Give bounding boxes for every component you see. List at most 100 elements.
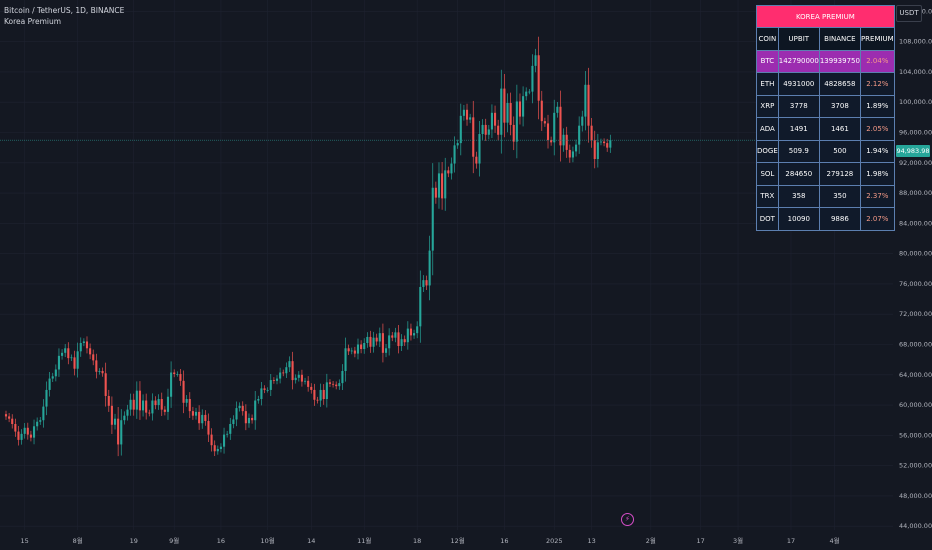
price-tick-label: 76,000.00 bbox=[899, 280, 932, 288]
candle-body bbox=[453, 145, 456, 164]
candle-body bbox=[229, 424, 232, 434]
cell-upbit: 4931000 bbox=[777, 72, 820, 96]
cell-premium: 1.89% bbox=[859, 94, 895, 118]
candle-body bbox=[353, 350, 356, 354]
candle-body bbox=[266, 389, 269, 391]
candle-body bbox=[319, 389, 322, 401]
candle-body bbox=[154, 400, 157, 406]
candle-body bbox=[518, 101, 522, 117]
candle-body bbox=[142, 400, 145, 411]
candle-body bbox=[191, 411, 194, 416]
candle-body bbox=[531, 65, 534, 92]
candle-body bbox=[310, 386, 313, 390]
cell-coin: TRX bbox=[756, 184, 779, 208]
candle-body bbox=[57, 355, 61, 370]
candle-body bbox=[369, 336, 372, 347]
price-axis[interactable]: 44,000.00 48,000.00 52,000.00 56,000.00 60,0… bbox=[893, 0, 932, 550]
indicator-title[interactable]: Korea Premium bbox=[4, 17, 62, 26]
cell-binance: 350 bbox=[818, 184, 861, 208]
currency-selector[interactable]: USDT bbox=[896, 5, 922, 22]
candle-body bbox=[226, 433, 229, 435]
price-tick-label: 100,000.00 bbox=[899, 98, 932, 106]
time-tick-label: 15 bbox=[21, 537, 29, 545]
candle-body bbox=[465, 109, 469, 120]
candle-body bbox=[70, 357, 73, 359]
candle-body bbox=[26, 427, 29, 435]
time-tick-label: 16 bbox=[500, 537, 508, 545]
price-tick-label: 64,000.00 bbox=[899, 371, 932, 379]
candle-body bbox=[462, 109, 465, 116]
candle-body bbox=[581, 116, 584, 126]
candle-body bbox=[325, 382, 328, 400]
candle-body bbox=[297, 374, 300, 378]
candle-body bbox=[409, 328, 412, 336]
candle-body bbox=[64, 348, 67, 353]
time-tick-label: 4월 bbox=[830, 536, 840, 545]
price-tick-label: 56,000.00 bbox=[899, 431, 932, 439]
candle-body bbox=[98, 371, 101, 372]
candle-body bbox=[104, 373, 107, 396]
candle-body bbox=[294, 377, 297, 381]
candle-body bbox=[179, 374, 182, 381]
candle-body bbox=[490, 112, 493, 130]
candle-body bbox=[413, 333, 416, 336]
candle-body bbox=[419, 286, 422, 327]
premium-table-title: KOREA PREMIUM bbox=[756, 5, 895, 28]
price-tick-label: 52,000.00 bbox=[899, 462, 932, 470]
candle-body bbox=[360, 344, 363, 350]
cell-binance: 4828658 bbox=[818, 72, 861, 96]
candle-body bbox=[313, 389, 316, 400]
premium-row: TRX 358 350 2.37% bbox=[756, 184, 895, 208]
candle-body bbox=[173, 372, 176, 375]
candle-body bbox=[257, 399, 260, 401]
candle-body bbox=[587, 84, 590, 126]
candle-body bbox=[135, 390, 138, 410]
symbol-title[interactable]: Bitcoin / TetherUS, 1D, BINANCE bbox=[4, 6, 125, 15]
candle-body bbox=[571, 151, 574, 158]
candle-body bbox=[79, 342, 82, 352]
cell-coin: XRP bbox=[756, 94, 779, 118]
price-axis-background bbox=[893, 0, 932, 550]
candle-body bbox=[603, 141, 606, 144]
candle-body bbox=[397, 332, 400, 347]
candle-body bbox=[210, 434, 213, 446]
candle-body bbox=[117, 418, 120, 445]
cell-upbit: 358 bbox=[777, 184, 820, 208]
korea-premium-table: KOREA PREMIUM COIN UPBIT BINANCE PREMIUM… bbox=[756, 5, 895, 231]
candle-body bbox=[148, 412, 151, 414]
cell-coin: BTC bbox=[756, 49, 779, 73]
price-tick-label: 96,000.00 bbox=[899, 129, 932, 137]
candles bbox=[4, 36, 612, 457]
cell-coin: DOGE bbox=[756, 139, 779, 163]
candle-body bbox=[54, 369, 57, 377]
candle-body bbox=[219, 446, 222, 449]
candle-body bbox=[260, 388, 263, 400]
candle-body bbox=[574, 144, 578, 152]
candle-body bbox=[251, 417, 254, 421]
cell-coin: ADA bbox=[756, 117, 779, 141]
price-tick-label: 60,000.00 bbox=[899, 401, 932, 409]
candle-body bbox=[338, 383, 341, 387]
time-axis[interactable]: 15 8월 19 9월 16 10월 14 11월 18 12월 16 2025 13 2월 17 3월 17 4… bbox=[21, 536, 840, 545]
candle-body bbox=[279, 372, 282, 379]
candle-body bbox=[381, 333, 384, 353]
candle-body bbox=[403, 339, 406, 343]
lightning-icon[interactable]: ⚡ bbox=[621, 513, 634, 526]
candle-body bbox=[372, 337, 375, 347]
candle-body bbox=[522, 96, 525, 117]
candle-body bbox=[444, 170, 447, 199]
candle-body bbox=[475, 156, 478, 164]
candle-body bbox=[437, 173, 441, 198]
cell-upbit: 284650 bbox=[777, 162, 820, 186]
candle-body bbox=[509, 102, 512, 125]
candle-body bbox=[481, 124, 484, 135]
candle-body bbox=[67, 348, 70, 359]
candle-body bbox=[562, 134, 565, 146]
candle-body bbox=[540, 100, 543, 122]
candle-body bbox=[388, 335, 391, 349]
candle-body bbox=[550, 140, 553, 143]
candle-body bbox=[48, 378, 51, 390]
candle-body bbox=[166, 396, 170, 412]
candle-body bbox=[82, 341, 85, 343]
